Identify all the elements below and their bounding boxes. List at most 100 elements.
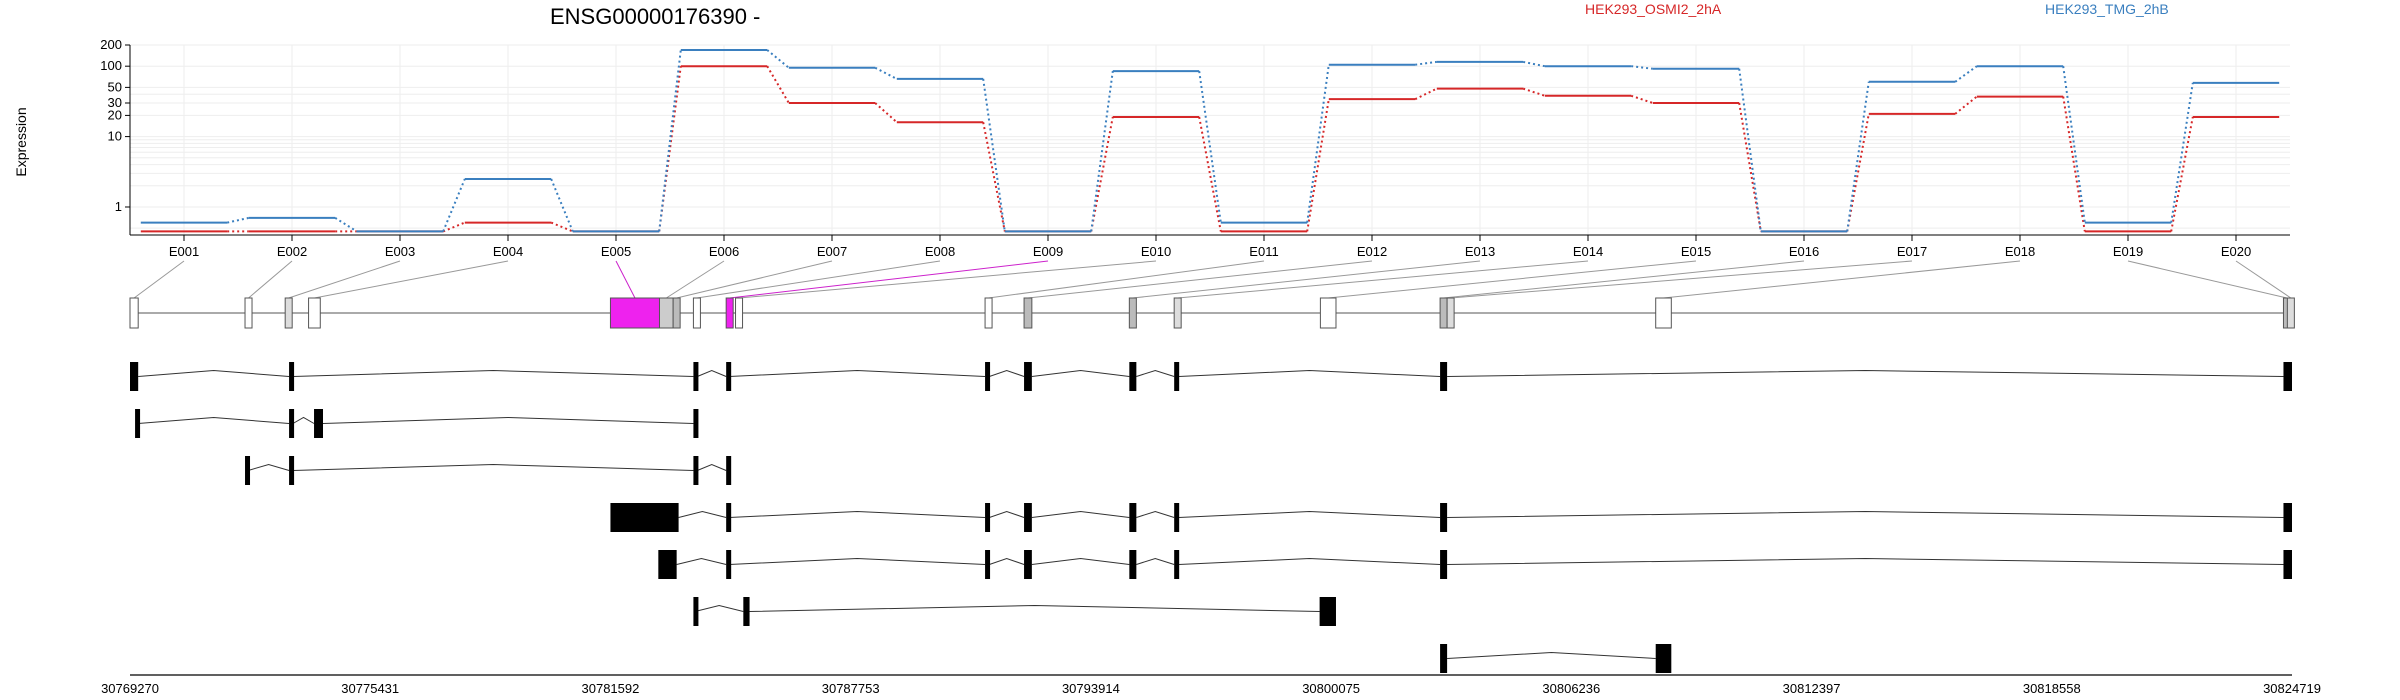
transcript-exon bbox=[314, 409, 324, 438]
transcript-intron bbox=[697, 369, 727, 377]
exon-bin bbox=[129, 297, 139, 329]
series-transition bbox=[982, 122, 1006, 232]
bin-connector bbox=[2235, 260, 2292, 299]
transcript bbox=[245, 456, 732, 485]
transcript-intron bbox=[697, 463, 727, 471]
coord-tick-label: 30812397 bbox=[1783, 681, 1841, 696]
x-tick-label: E010 bbox=[1141, 244, 1171, 259]
transcript-intron bbox=[1447, 510, 2284, 518]
y-tick-label: 30 bbox=[108, 95, 122, 110]
transcript-exon bbox=[2283, 362, 2292, 391]
exon-bin bbox=[244, 297, 253, 329]
series-transition bbox=[1738, 102, 1762, 232]
transcript-intron bbox=[292, 369, 694, 377]
exon-bin bbox=[658, 297, 674, 329]
transcript-exon bbox=[289, 456, 295, 485]
transcript-exon bbox=[726, 550, 732, 579]
transcript-exon bbox=[726, 362, 732, 391]
x-tick-label: E003 bbox=[385, 244, 415, 259]
bin-connector bbox=[1328, 260, 1697, 299]
transcript-intron bbox=[729, 557, 986, 565]
x-tick-label: E018 bbox=[2005, 244, 2035, 259]
transcript-intron bbox=[1136, 557, 1175, 565]
transcript-exon bbox=[1174, 503, 1180, 532]
transcript-exon bbox=[1129, 362, 1137, 391]
series-transition bbox=[442, 178, 466, 232]
transcript-intron bbox=[1447, 651, 1656, 659]
transcript-intron bbox=[138, 369, 290, 377]
bin-connector bbox=[1177, 260, 1589, 299]
x-tick-label: E019 bbox=[2113, 244, 2143, 259]
transcript-intron bbox=[1178, 369, 1441, 377]
transcript-intron bbox=[989, 557, 1025, 565]
series-transition bbox=[550, 221, 574, 233]
exon-bin bbox=[308, 297, 321, 329]
coord-tick-label: 30769270 bbox=[101, 681, 159, 696]
transcript-intron bbox=[1447, 369, 2284, 377]
transcript-intron bbox=[989, 369, 1025, 377]
transcript-intron bbox=[676, 557, 727, 565]
exon-bin bbox=[1439, 297, 1448, 329]
transcript-exon bbox=[726, 503, 732, 532]
transcript-exon bbox=[610, 503, 679, 532]
series-transition bbox=[1846, 113, 1870, 232]
transcript-exon bbox=[658, 550, 677, 579]
x-tick-label: E009 bbox=[1033, 244, 1063, 259]
transcript-exon bbox=[693, 362, 699, 391]
bin-connector bbox=[696, 260, 941, 299]
x-tick-label: E020 bbox=[2221, 244, 2251, 259]
exon-bin bbox=[1655, 297, 1672, 329]
transcript-exon bbox=[1024, 362, 1032, 391]
x-tick-label: E005 bbox=[601, 244, 631, 259]
series-transition bbox=[1522, 87, 1546, 97]
x-tick-label: E006 bbox=[709, 244, 739, 259]
transcript-exon bbox=[1174, 362, 1180, 391]
series-transition bbox=[658, 49, 682, 232]
bin-connectors bbox=[133, 260, 2292, 299]
transcript-exon bbox=[1440, 503, 1448, 532]
series-layer bbox=[140, 48, 2280, 233]
bin-connector bbox=[729, 260, 1049, 299]
series-transition bbox=[2062, 66, 2086, 223]
coord-tick-label: 30787753 bbox=[822, 681, 880, 696]
transcript-exon bbox=[130, 362, 139, 391]
transcript bbox=[1440, 644, 1672, 673]
x-tick-label: E014 bbox=[1573, 244, 1603, 259]
y-tick-label: 100 bbox=[100, 58, 122, 73]
transcript-intron bbox=[1136, 510, 1175, 518]
transcript-intron bbox=[729, 369, 986, 377]
transcript-exon bbox=[1174, 550, 1180, 579]
coord-tick-label: 30800075 bbox=[1302, 681, 1360, 696]
transcript-intron bbox=[1178, 510, 1441, 518]
genomic-coordinate-axis: 30769270 30775431 30781592 30787753 30793914… bbox=[101, 674, 2321, 696]
transcript-intron bbox=[749, 604, 1320, 612]
exon-bin bbox=[672, 297, 681, 329]
transcript-intron bbox=[1447, 557, 2284, 565]
transcript-exon bbox=[289, 362, 295, 391]
transcript-exon bbox=[985, 503, 991, 532]
x-tick-label: E012 bbox=[1357, 244, 1387, 259]
series-transition bbox=[1414, 87, 1438, 101]
series-transition bbox=[1306, 64, 1330, 223]
y-tick-label: 10 bbox=[108, 129, 122, 144]
series-transition bbox=[874, 102, 898, 123]
transcript-exon bbox=[245, 456, 251, 485]
bin-connector bbox=[2127, 260, 2288, 299]
legend: HEK293_OSMI2_2hA HEK293_TMG_2hB bbox=[1585, 1, 2169, 17]
y-tick-label: 1 bbox=[115, 199, 122, 214]
exon-bin bbox=[609, 297, 660, 329]
exon-bin bbox=[1173, 297, 1182, 329]
transcript-exon bbox=[1129, 550, 1137, 579]
bin-connector bbox=[248, 260, 293, 299]
series-transition bbox=[550, 178, 574, 232]
chart-title: ENSG00000176390 - bbox=[550, 4, 760, 29]
exon-bin bbox=[984, 297, 993, 329]
transcript bbox=[130, 362, 2292, 391]
y-tick-label: 20 bbox=[108, 107, 122, 122]
x-tick-label: E015 bbox=[1681, 244, 1711, 259]
exon-bin bbox=[1446, 297, 1455, 329]
transcript bbox=[693, 597, 1336, 626]
transcript-intron bbox=[729, 510, 986, 518]
x-tick-label: E002 bbox=[277, 244, 307, 259]
transcript bbox=[135, 409, 699, 438]
